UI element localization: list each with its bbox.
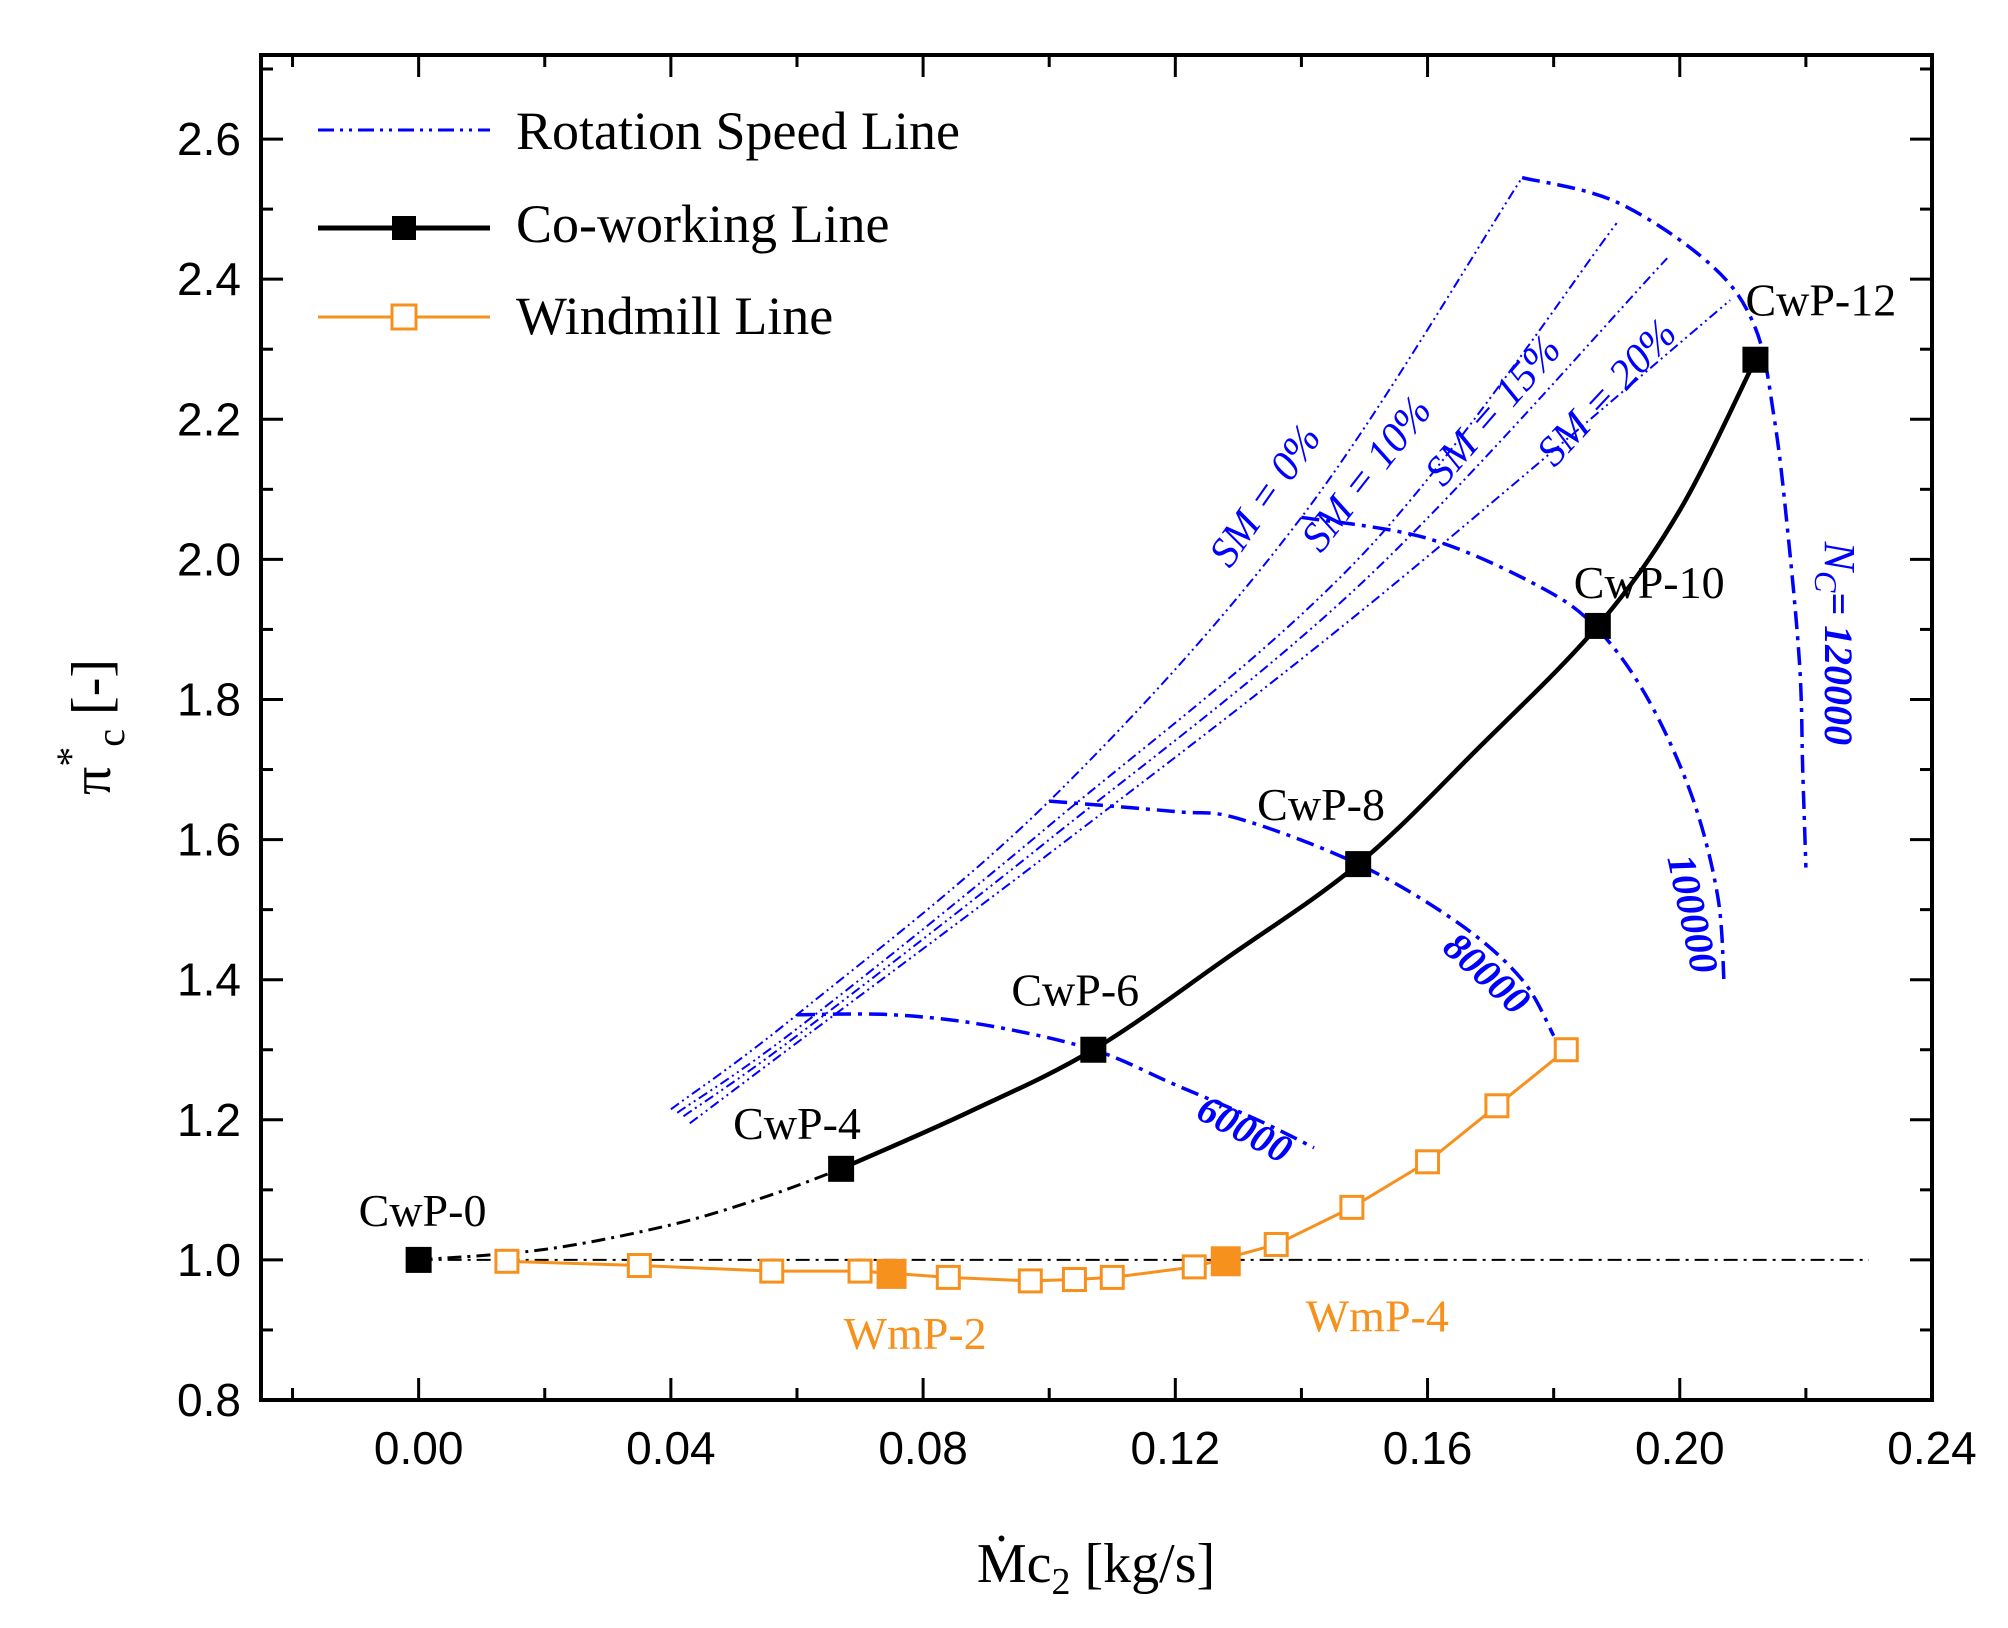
coworking-point-marker	[405, 1246, 432, 1273]
rotation-speed-line	[1521, 175, 1808, 868]
coworking-point-label: CwP-10	[1574, 557, 1725, 608]
legend-cowork-marker	[392, 216, 416, 240]
windmill-point-marker	[494, 1248, 520, 1274]
legend-windmill-label: Windmill Line	[516, 286, 833, 346]
coworking-point-label: CwP-0	[359, 1185, 487, 1236]
windmill-point-label: WmP-2	[844, 1308, 987, 1359]
windmill-point-marker	[1553, 1037, 1579, 1063]
x-tick-label: 0.12	[1131, 1422, 1221, 1474]
rotation-speed-line	[1301, 515, 1726, 980]
windmill-key-point-marker	[876, 1258, 907, 1289]
coworking-point-label: CwP-8	[1257, 779, 1385, 830]
x-axis-title-unit: [kg/s]	[1071, 1533, 1216, 1595]
coworking-point-marker	[828, 1155, 855, 1182]
legend-speed-label: Rotation Speed Line	[516, 101, 960, 161]
windmill-point-label: WmP-4	[1306, 1290, 1449, 1341]
windmill-point-marker	[1484, 1093, 1510, 1119]
x-tick-label: 0.24	[1887, 1422, 1977, 1474]
x-tick-label: 0.20	[1635, 1422, 1725, 1474]
windmill-point-marker	[847, 1258, 873, 1284]
y-axis-title-sub: c	[88, 729, 133, 747]
y-tick-label: 1.8	[177, 673, 241, 725]
windmill-key-point-marker	[1210, 1246, 1241, 1277]
y-tick-label: 2.0	[177, 533, 241, 585]
rotation-speed-label-value: = 120000	[1816, 592, 1861, 745]
x-axis-title-main: Ṁc	[977, 1533, 1052, 1595]
y-axis-title-sup: *	[48, 747, 93, 767]
x-axis-title: Ṁc2 [kg/s]	[977, 1533, 1215, 1603]
y-axis-title: π*c [-]	[48, 659, 133, 795]
plot-area	[405, 175, 1869, 1294]
rotation-speed-label-symbol: N	[1815, 541, 1864, 574]
windmill-point-marker	[1263, 1231, 1289, 1257]
windmill-point-marker	[759, 1258, 785, 1284]
surge-margin-line	[689, 299, 1731, 1125]
x-tick-label: 0.16	[1383, 1422, 1473, 1474]
x-axis-title-sub: 2	[1052, 1561, 1071, 1603]
coworking-point-label: CwP-12	[1745, 275, 1896, 326]
surge-margin-line	[682, 257, 1668, 1118]
y-tick-label: 1.6	[177, 814, 241, 866]
y-tick-label: 2.6	[177, 113, 241, 165]
windmill-point-marker	[1061, 1267, 1087, 1293]
y-tick-label: 2.4	[177, 253, 241, 305]
coworking-point-marker	[1742, 346, 1769, 373]
legend: Rotation Speed Line Co-working Line Wind…	[318, 101, 960, 346]
y-tick-label: 2.2	[177, 393, 241, 445]
legend-windmill-marker	[390, 303, 418, 331]
y-tick-label: 1.4	[177, 954, 241, 1006]
coworking-point-marker	[1080, 1036, 1107, 1063]
windmill-point-marker	[935, 1264, 961, 1290]
y-tick-label: 0.8	[177, 1374, 241, 1426]
rotation-speed-label-subscript: C	[1808, 571, 1844, 593]
coworking-point-marker	[1345, 851, 1372, 878]
y-axis-title-main: π	[61, 767, 123, 795]
windmill-point-marker	[626, 1253, 652, 1278]
windmill-point-marker	[1415, 1149, 1441, 1175]
plot-frame	[259, 53, 1934, 1402]
coworking-line-extrapolated	[418, 1167, 842, 1262]
axis-ticks: 0.00 0.04 0.08 0.12 0.16 0.20 0.24 0.8 1.0 1.2 1.4…	[177, 55, 1977, 1474]
x-tick-label: 0.08	[878, 1422, 968, 1474]
y-tick-label: 1.2	[177, 1094, 241, 1146]
coworking-point-marker	[1584, 612, 1611, 639]
x-tick-label: 0.00	[374, 1422, 464, 1474]
windmill-point-marker	[1017, 1268, 1043, 1294]
coworking-point-label: CwP-6	[1011, 965, 1139, 1016]
surge-margin-line	[670, 177, 1523, 1111]
rotation-speed-label: NC= 120000	[1808, 541, 1864, 746]
windmill-line	[506, 1048, 1568, 1283]
surge-margin-line	[676, 222, 1618, 1114]
y-tick-label: 1.0	[177, 1234, 241, 1286]
windmill-point-marker	[1339, 1194, 1365, 1220]
legend-cowork-label: Co-working Line	[516, 194, 889, 254]
coworking-point-label: CwP-4	[733, 1098, 861, 1149]
windmill-point-marker	[1099, 1264, 1125, 1290]
y-axis-title-unit: [-]	[61, 659, 123, 729]
x-tick-label: 0.04	[626, 1422, 716, 1474]
windmill-point-marker	[1181, 1254, 1207, 1280]
